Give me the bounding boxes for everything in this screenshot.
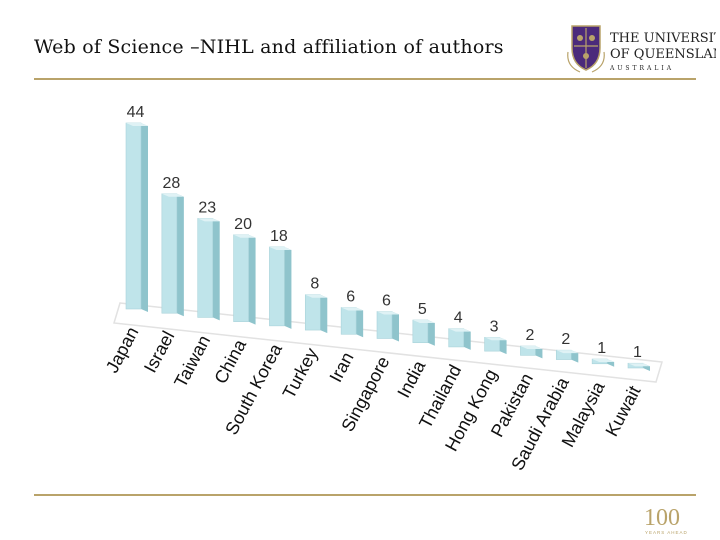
value-label: 5 (418, 301, 427, 318)
bar-malaysia (591, 358, 615, 367)
category-label: China (210, 335, 250, 387)
value-label: 18 (270, 228, 288, 245)
badge-caption: YEARS AHEAD (645, 530, 688, 535)
title-divider (34, 78, 696, 80)
category-label: Japan (102, 323, 143, 376)
bar-pakistan (520, 345, 543, 359)
bar-saudi-arabia (555, 349, 579, 363)
crest-icon (567, 25, 605, 73)
bar-south-korea (269, 246, 292, 329)
footer-divider (34, 494, 696, 496)
bar-singapore (376, 311, 399, 342)
value-label: 8 (310, 276, 319, 293)
bar-japan (125, 122, 148, 312)
bar-taiwan (197, 218, 220, 321)
bar-turkey (304, 294, 328, 334)
value-label: 28 (162, 175, 180, 192)
centenary-badge: 100 YEARS AHEAD (644, 505, 688, 535)
category-label: Israel (140, 328, 178, 376)
value-label: 1 (597, 340, 606, 357)
category-label: Turkey (279, 345, 322, 402)
value-label: 2 (561, 331, 570, 348)
bar-thailand (448, 328, 471, 350)
value-label: 6 (382, 293, 391, 310)
value-label: 3 (490, 318, 499, 335)
logo-line-2: OF QUEENSLAND (610, 47, 716, 62)
badge-number: 100 (644, 505, 680, 531)
bar-israel (161, 193, 184, 317)
logo-line-3: AUSTRALIA (609, 65, 674, 72)
bar-china (233, 234, 256, 325)
value-label: 20 (234, 216, 252, 233)
bar-india (412, 319, 435, 346)
chart-floor (113, 302, 663, 383)
value-label: 2 (525, 327, 534, 344)
value-label: 1 (633, 344, 642, 361)
category-label: Kuwait (602, 382, 645, 439)
value-label: 6 (346, 289, 355, 306)
slide-title: Web of Science –NIHL and affiliation of … (34, 36, 504, 58)
category-label: India (393, 356, 429, 401)
value-label: 44 (127, 104, 145, 121)
bar-iran (340, 307, 364, 338)
bar-kuwait (627, 362, 650, 371)
category-label: Iran (325, 349, 357, 386)
category-label: Taiwan (170, 332, 214, 391)
value-label: 23 (198, 199, 216, 216)
logo-line-1: THE UNIVERSITY (610, 31, 716, 46)
bar-hong-kong (484, 336, 507, 355)
value-label: 4 (454, 310, 463, 327)
university-logo: THE UNIVERSITY OF QUEENSLAND AUSTRALIA (567, 25, 716, 73)
